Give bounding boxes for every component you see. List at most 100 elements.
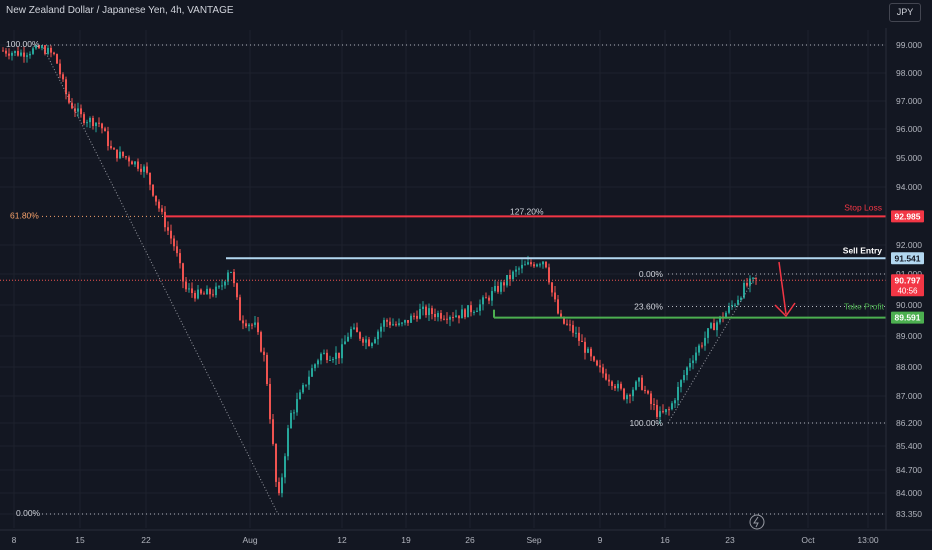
fib-label-100: 100.00% [6, 39, 40, 49]
candle-body [470, 305, 472, 313]
candle-body [605, 373, 607, 380]
fib2-label-0: 0.00% [639, 269, 664, 279]
candle-body [131, 161, 133, 165]
candle-body [479, 304, 481, 311]
candle-body [119, 151, 121, 159]
stop-loss-price: 92.985 [895, 211, 921, 221]
candle-body [272, 419, 274, 444]
candle-body [488, 297, 490, 301]
candle-body [236, 283, 238, 298]
sell-entry-price-tag [891, 252, 924, 265]
candle-body [257, 322, 259, 333]
candle-body [149, 172, 151, 185]
candle-body [731, 305, 733, 307]
candle-body [8, 53, 10, 56]
candle-body [206, 288, 208, 295]
candle-body [185, 281, 187, 290]
candle-body [467, 305, 469, 318]
candle-body [458, 315, 460, 319]
sell-entry-label: Sell Entry [843, 245, 882, 255]
candle-body [281, 477, 283, 494]
candle-body [110, 146, 112, 149]
candle-body [134, 161, 136, 165]
candle-body [212, 294, 214, 296]
candle-body [410, 315, 412, 323]
candle-body [689, 363, 691, 368]
candle-body [542, 261, 544, 265]
fib-trend-line [41, 44, 279, 515]
candle-body [260, 332, 262, 352]
candle-body [413, 315, 415, 317]
y-tick-label: 94.000 [896, 182, 922, 192]
candle-body [158, 201, 160, 209]
candle-body [527, 262, 529, 265]
candle-body [620, 383, 622, 389]
candle-body [50, 47, 52, 53]
candle-body [173, 238, 175, 247]
candle-body [494, 285, 496, 292]
candle-body [65, 79, 67, 95]
candle-body [224, 281, 226, 286]
candle-body [218, 286, 220, 288]
candle-body [608, 379, 610, 382]
candle-body [122, 151, 124, 157]
candle-body [269, 383, 271, 420]
x-tick-label: 26 [465, 535, 475, 545]
candle-body [161, 208, 163, 212]
candle-body [428, 308, 430, 316]
candle-body [11, 52, 13, 56]
y-tick-label: 83.350 [896, 509, 922, 519]
candle-body [440, 313, 442, 319]
candle-body [395, 324, 397, 326]
candle-body [95, 122, 97, 127]
candle-body [602, 367, 604, 374]
x-tick-label: Oct [801, 535, 815, 545]
candle-body [581, 340, 583, 342]
candle-body [683, 375, 685, 381]
candle-body [254, 322, 256, 325]
fib2-label-236: 23.60% [634, 302, 663, 312]
fib-ext-label-1272: 127.20% [510, 206, 544, 216]
x-tick-label: 12 [337, 535, 347, 545]
candle-body [308, 376, 310, 385]
candle-body [44, 45, 46, 54]
candle-body [23, 52, 25, 57]
sell-arrow-shaft [778, 261, 787, 315]
candle-body [128, 157, 130, 162]
currency-button[interactable]: JPY [889, 3, 921, 22]
candle-body [335, 352, 337, 360]
candle-body [29, 53, 31, 56]
y-tick-label: 87.000 [896, 391, 922, 401]
candle-body [557, 299, 559, 314]
candle-body [86, 122, 88, 124]
candle-body [590, 348, 592, 357]
candle-body [617, 383, 619, 389]
candle-body [584, 341, 586, 353]
x-tick-label: 13:00 [857, 535, 879, 545]
candle-body [710, 323, 712, 329]
countdown: 40:56 [897, 286, 918, 295]
candle-body [554, 292, 556, 300]
y-tick-label: 91.000 [896, 269, 922, 279]
candle-body [647, 390, 649, 394]
candle-body [197, 289, 199, 299]
candle-body [299, 392, 301, 400]
candle-body [473, 311, 475, 313]
current-price-tag [891, 274, 924, 297]
candle-body [668, 409, 670, 411]
candle-body [41, 45, 43, 49]
candle-body [101, 123, 103, 129]
candle-body [701, 345, 703, 347]
candle-body [125, 156, 127, 158]
candle-body [359, 332, 361, 339]
candle-body [365, 339, 367, 343]
candle-body [725, 312, 727, 319]
candle-body [80, 108, 82, 115]
candle-body [563, 316, 565, 324]
sell-entry-price: 91.541 [895, 253, 921, 263]
candle-body [146, 166, 148, 173]
candle-body [398, 323, 400, 326]
candle-body [230, 271, 232, 273]
candle-body [152, 184, 154, 196]
